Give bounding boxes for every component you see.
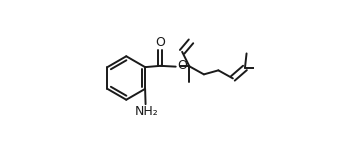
Text: O: O bbox=[177, 59, 187, 72]
Text: NH₂: NH₂ bbox=[135, 105, 158, 118]
Text: O: O bbox=[155, 36, 165, 49]
